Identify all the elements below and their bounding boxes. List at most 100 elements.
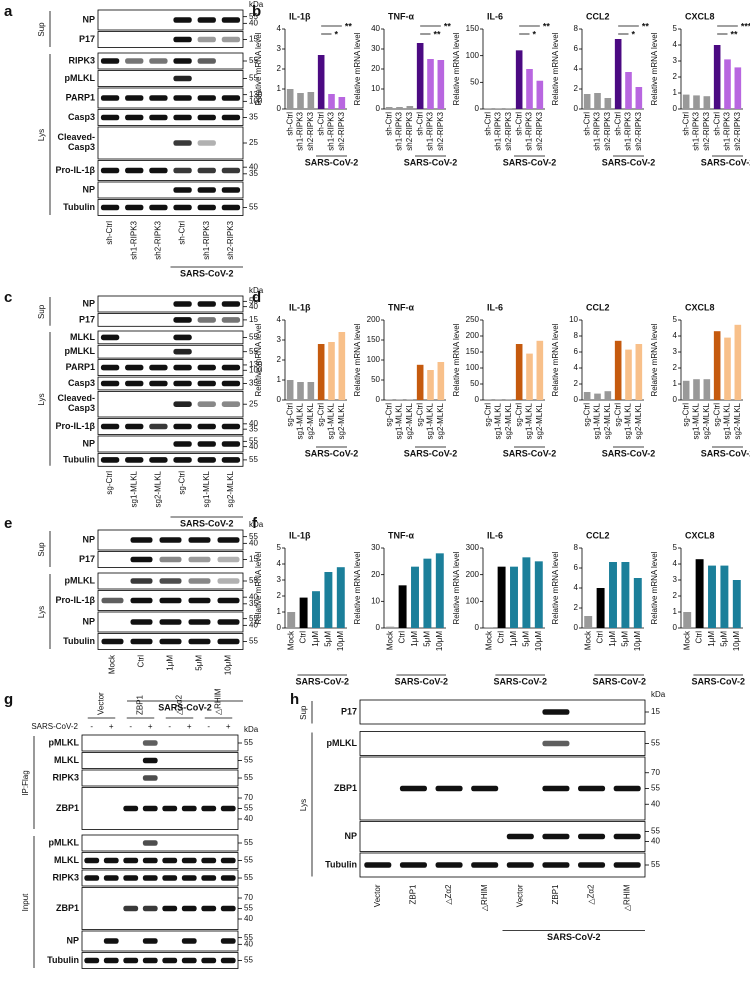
y-tick-label: 4: [574, 64, 579, 73]
y-tick-label: 0: [673, 395, 678, 404]
bar: [312, 591, 320, 628]
significance-label: **: [731, 29, 739, 39]
y-tick-label: 8: [574, 543, 579, 552]
band: [197, 401, 216, 407]
band: [142, 905, 158, 912]
x-tick-label: sg-Ctrl: [316, 403, 325, 427]
band: [173, 441, 192, 447]
band: [159, 638, 182, 645]
group-label: Lys: [299, 799, 308, 811]
band: [197, 364, 216, 371]
x-tick-label: sh1-RIPK3: [327, 111, 336, 150]
band: [84, 857, 100, 864]
x-tick-label: sg2-MLKL: [702, 402, 711, 439]
x-tick-label: Mock: [583, 630, 592, 650]
band: [101, 597, 124, 604]
y-tick-label: 30: [371, 44, 380, 53]
y-tick-label: 40: [371, 24, 380, 33]
blot-row: [97, 453, 244, 467]
band: [100, 380, 120, 387]
band: [173, 187, 192, 193]
x-tick-label: 5μM: [720, 631, 729, 647]
band: [197, 380, 216, 387]
group-label: SARS-CoV-2: [305, 157, 359, 167]
chart-title: CXCL8: [685, 530, 715, 540]
band: [125, 457, 144, 463]
infection-sign: +: [226, 722, 231, 731]
row-label: P17: [79, 314, 95, 324]
bar: [583, 392, 591, 400]
bar: [682, 380, 690, 400]
y-tick-label: 5: [673, 24, 678, 33]
row-label: MLKL: [54, 755, 79, 765]
y-tick-label: 3: [277, 335, 282, 344]
y-axis-label: Relative mRNA level: [650, 32, 659, 105]
band: [181, 938, 197, 944]
y-tick-label: 2: [673, 591, 678, 600]
significance-label: ***: [741, 21, 750, 31]
x-tick-label: Mock: [682, 630, 691, 650]
construct-label: Vector: [97, 692, 106, 715]
y-tick-label: 0: [277, 104, 282, 113]
blot-row: [359, 731, 646, 756]
x-tick-label: sg1-MLKL: [723, 402, 732, 439]
bar: [695, 559, 704, 628]
y-tick-label: 30: [371, 543, 380, 552]
infection-sign: +: [148, 722, 153, 731]
row-label: ZBP1: [56, 803, 79, 813]
y-axis-label: Relative mRNA level: [650, 551, 659, 624]
group-label: SARS-CoV-2: [493, 676, 547, 686]
x-tick-label: sg-Ctrl: [681, 403, 690, 427]
x-tick-label: sg-Ctrl: [613, 403, 622, 427]
band: [142, 938, 158, 944]
kda-header: kDa: [249, 286, 264, 295]
y-tick-label: 10: [371, 596, 380, 605]
band: [542, 709, 570, 715]
y-tick-label: 4: [673, 40, 678, 49]
y-tick-label: 100: [466, 363, 480, 372]
bar: [604, 98, 612, 109]
kda-label: 70: [244, 893, 253, 902]
band: [220, 957, 236, 964]
group-label: SARS-CoV-2: [295, 676, 349, 686]
x-tick-label: sg2-MLKL: [535, 402, 544, 439]
x-tick-label: 5μM: [621, 631, 630, 647]
y-tick-label: 100: [466, 596, 480, 605]
band: [130, 638, 153, 645]
band: [130, 537, 153, 543]
bar: [534, 561, 543, 628]
bar: [596, 588, 605, 628]
blot-row: [81, 752, 239, 769]
bar: [693, 379, 700, 400]
row-label: NP: [82, 438, 95, 448]
band: [221, 317, 241, 323]
y-tick-label: 2: [574, 84, 579, 93]
blot-row: [97, 70, 244, 87]
y-tick-label: 2: [277, 64, 282, 73]
band: [100, 204, 120, 211]
band: [173, 301, 192, 307]
band: [221, 441, 241, 447]
x-tick-label: sh-Ctrl: [514, 112, 523, 136]
blot-row: [97, 418, 244, 435]
bar: [693, 95, 700, 109]
band: [149, 380, 168, 387]
chart-title: IL-1β: [289, 11, 311, 21]
bar: [497, 566, 506, 628]
bar: [423, 558, 432, 628]
band: [142, 857, 158, 864]
row-label: pMLKL: [65, 73, 96, 83]
x-tick-label: Ctrl: [596, 631, 605, 644]
group-label: Lys: [37, 393, 46, 405]
band: [197, 36, 216, 43]
lane-label: sh1-RIPK3: [129, 220, 138, 259]
x-tick-label: sg1-MLKL: [692, 402, 701, 439]
group-label: IP:Flag: [21, 770, 30, 795]
band: [159, 537, 182, 543]
y-tick-label: 250: [466, 315, 480, 324]
row-label: pMLKL: [49, 737, 80, 747]
band: [173, 114, 192, 121]
x-tick-label: sg1-MLKL: [593, 402, 602, 439]
band: [173, 95, 192, 101]
significance-label: **: [642, 21, 650, 31]
